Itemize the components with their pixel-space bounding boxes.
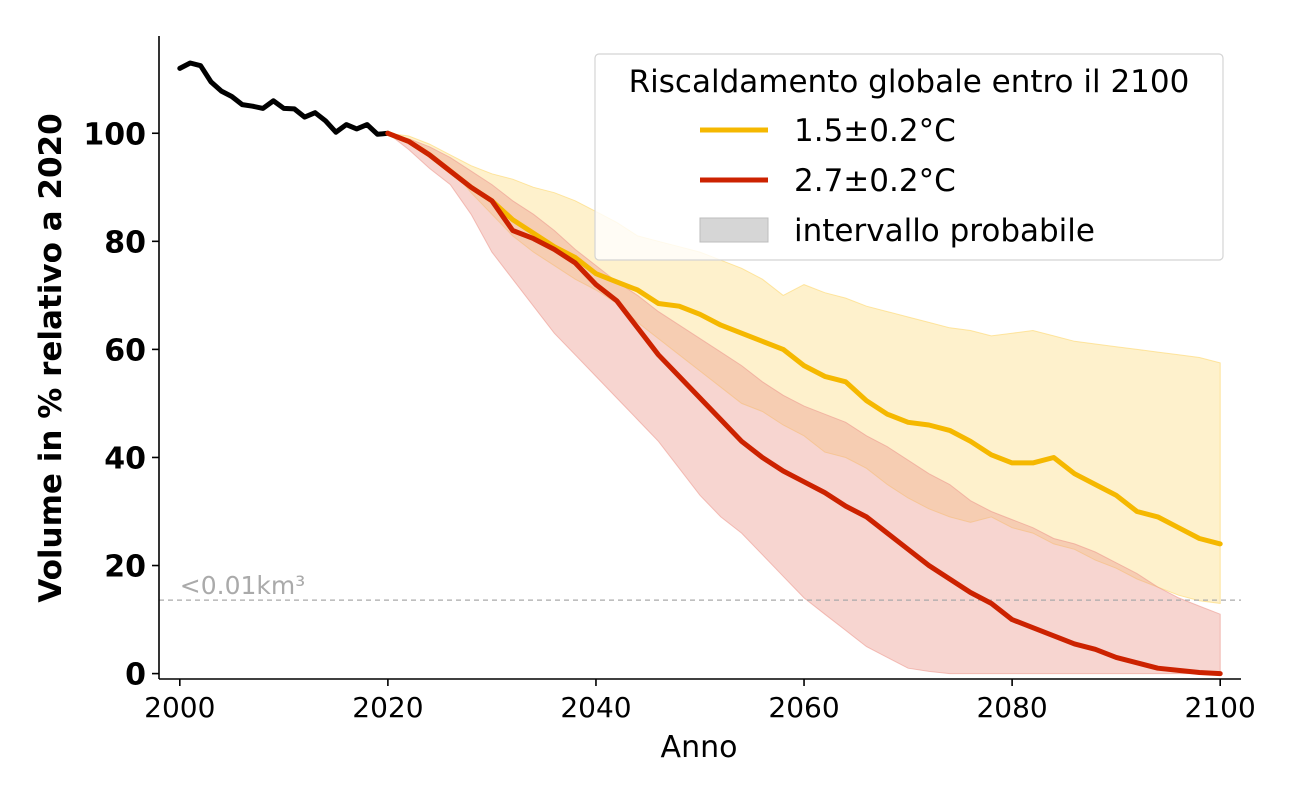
y-axis-title: Volume in % relativo a 2020 [33,113,69,602]
y-ticks: 0 20 40 60 80 100 [83,117,159,693]
legend: Riscaldamento globale entro il 2100 1.5±… [594,53,1224,261]
y-tick-label: 40 [104,441,146,476]
y-tick-label: 60 [104,333,146,368]
x-tick-label: 2080 [976,691,1047,724]
legend-label-1-5: 1.5±0.2°C [794,113,956,149]
line-2-7 [385,130,1223,677]
y-tick-label: 80 [104,225,146,260]
series-lines [177,60,1223,677]
legend-swatch-range [699,217,769,243]
y-axis: 0 20 40 60 80 100 [83,36,160,693]
historical-line [177,60,391,137]
x-axis-title: Anno [661,730,738,765]
x-tick-label: 2040 [560,691,631,724]
x-tick-label: 2020 [352,691,423,724]
y-tick-label: 0 [125,658,146,693]
x-tick-label: 2100 [1185,691,1256,724]
x-tick-label: 2060 [768,691,839,724]
threshold-label: <0.01km³ [180,571,305,600]
x-ticks: 2000 2020 2040 2060 2080 2100 [144,679,1256,724]
x-axis: 2000 2020 2040 2060 2080 2100 [144,678,1256,724]
legend-label-range: intervallo probabile [794,213,1095,249]
legend-title: Riscaldamento globale entro il 2100 [629,64,1190,100]
x-tick-label: 2000 [144,691,215,724]
y-tick-label: 100 [83,117,146,152]
threshold-group: <0.01km³ [159,571,1241,601]
legend-label-2-7: 2.7±0.2°C [794,163,956,199]
band-2-7 [387,132,1221,675]
y-tick-label: 20 [104,550,146,585]
line-1-5 [385,130,1223,547]
legend-box [594,53,1224,261]
